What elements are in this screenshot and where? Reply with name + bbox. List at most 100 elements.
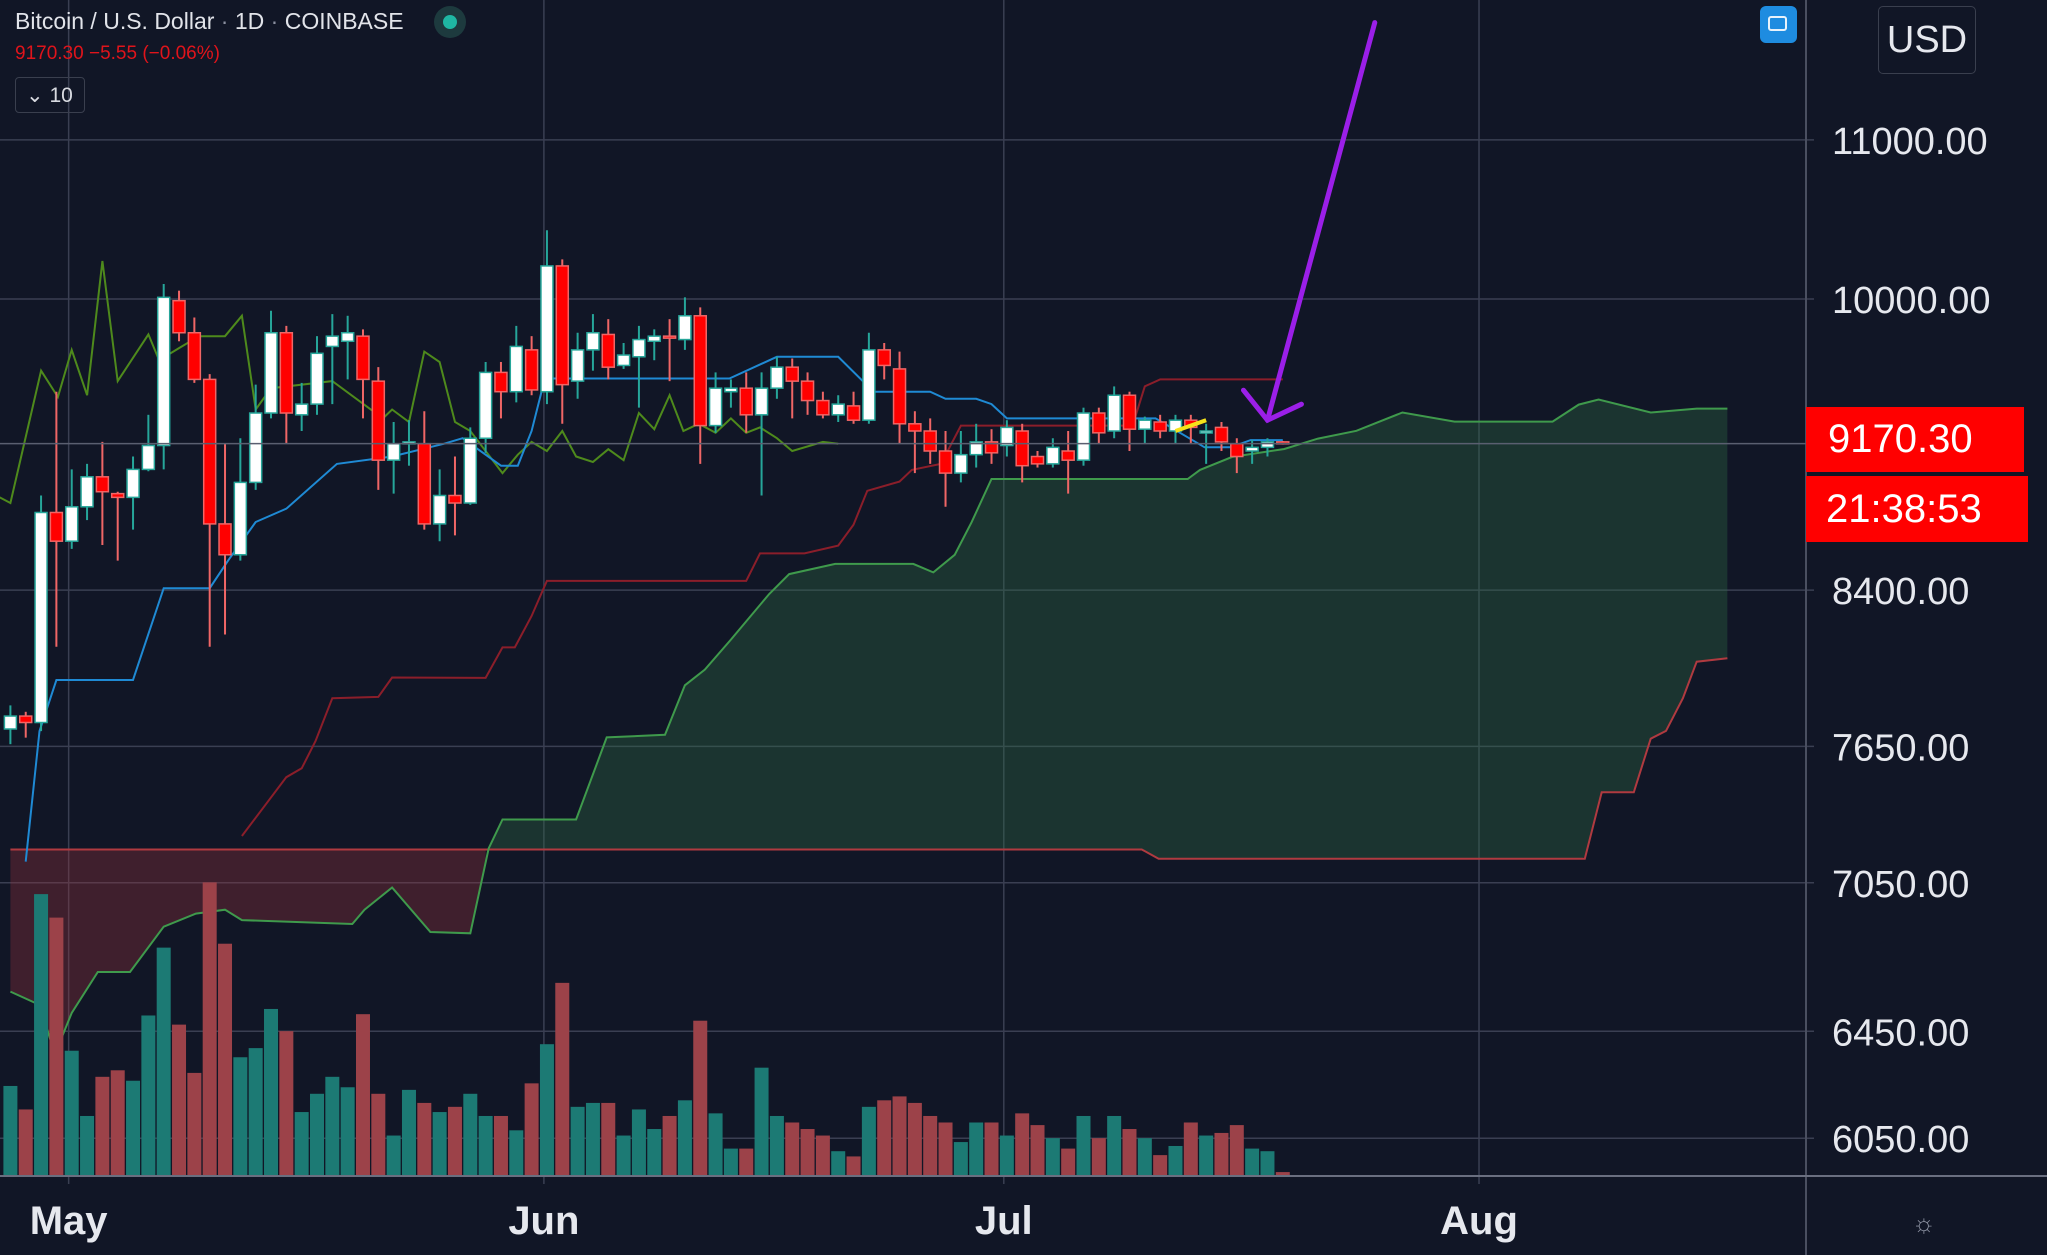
time-axis-label: Aug [1440,1199,1518,1243]
indicator-count: 10 [49,84,73,107]
volume-bar [1015,1113,1030,1176]
candle-up [156,296,171,447]
volume-bar [524,1083,539,1176]
volume-bar [432,1112,447,1176]
candle-up [770,366,784,389]
volume-bar [585,1102,600,1176]
volume-bar [110,1070,125,1176]
volume-bar [95,1076,110,1176]
volume-bar [49,917,64,1176]
volume-bar [1107,1115,1122,1176]
candle-down [877,349,891,367]
candle-down [1230,442,1244,458]
volume-bar [1199,1135,1214,1176]
candle-down [494,371,508,393]
kijun-sen-line [241,378,1283,837]
volume-bar [447,1106,462,1176]
candle-down [1214,426,1229,443]
volume-bar [18,1109,33,1176]
candle-up [969,441,983,456]
candle-down [110,492,125,499]
candle-up [80,476,94,508]
candle-down [1153,421,1167,432]
volume-bar [601,1102,616,1176]
volume-bar [141,1015,156,1176]
drawing-annotations[interactable] [1174,20,1378,433]
volume-bar [769,1115,784,1176]
price-axis-label: 10000.00 [1832,280,1991,322]
candle-up [1000,426,1014,447]
volume-bar [386,1135,401,1176]
volume-bar [953,1142,968,1176]
ichimoku-cloud [9,398,1728,1058]
candle-down [18,715,33,724]
volume-bar [1153,1155,1168,1176]
volume-bar [999,1135,1014,1176]
candle-up [264,331,278,414]
price-axis-label: 7050.00 [1832,864,1969,906]
change-percent: (−0.06%) [142,43,220,64]
volume-bars [3,882,1290,1176]
volume-bar [1245,1148,1260,1176]
volume-bar [478,1115,493,1176]
ichimoku-lines [0,260,1283,862]
fullscreen-button[interactable] [1760,6,1797,43]
cloud-bearish-fill [10,849,486,1051]
time-axis-label: Jul [975,1199,1033,1243]
volume-bar [861,1106,876,1176]
candle-up [310,352,324,405]
volume-bar [570,1106,585,1176]
candle-down [1061,450,1075,461]
candle-down [938,450,953,474]
volume-bar [984,1122,999,1176]
volume-bar [846,1156,861,1176]
currency-button[interactable]: USD [1878,6,1976,74]
candle-up [1260,441,1275,449]
volume-bar [1030,1125,1045,1176]
market-status-icon [434,6,466,38]
symbol-name: Bitcoin / U.S. Dollar [15,8,215,34]
volume-bar [1275,1172,1290,1176]
volume-bar [907,1102,922,1176]
volume-bar [355,1014,370,1176]
volume-bar [80,1115,95,1176]
volume-bar [892,1096,907,1176]
candle-up [616,354,631,367]
candle-down [601,333,616,368]
volume-bar [202,882,217,1176]
settings-icon[interactable]: ☼ [1912,1208,1936,1238]
volume-bar [831,1151,846,1176]
volume-bar [1168,1145,1183,1176]
volume-bar [969,1122,984,1176]
candle-down [218,523,232,556]
candle-down [800,380,815,402]
price-axis-label: 6050.00 [1832,1119,1969,1161]
price-axis-label: 8400.00 [1832,571,1969,613]
candle-up [754,387,769,416]
volume-bar [233,1057,248,1176]
volume-bar [3,1085,18,1176]
volume-bar [509,1130,524,1176]
candle-up [708,387,723,427]
candle-up [64,506,79,542]
price-axis-label: 6450.00 [1832,1012,1969,1054]
volume-bar [723,1148,738,1176]
indicators-toggle-button[interactable]: ⌄ 10 [15,77,85,113]
candle-up [509,345,524,393]
volume-bar [693,1020,708,1176]
volume-bar [1045,1138,1060,1176]
volume-bar [662,1115,677,1176]
exchange: COINBASE [284,8,404,34]
candle-up [1046,446,1060,465]
volume-bar [616,1135,631,1176]
candle-up [647,335,662,343]
volume-bar [187,1072,202,1176]
symbol-title[interactable]: Bitcoin / U.S. Dollar · 1D · COINBASE [15,8,404,34]
volume-bar [539,1044,554,1176]
volume-bar [371,1093,386,1176]
last-price: 9170.30 [15,43,84,64]
candle-down [524,349,539,391]
candle-down [1030,455,1045,465]
change-value: −5.55 [88,43,138,64]
